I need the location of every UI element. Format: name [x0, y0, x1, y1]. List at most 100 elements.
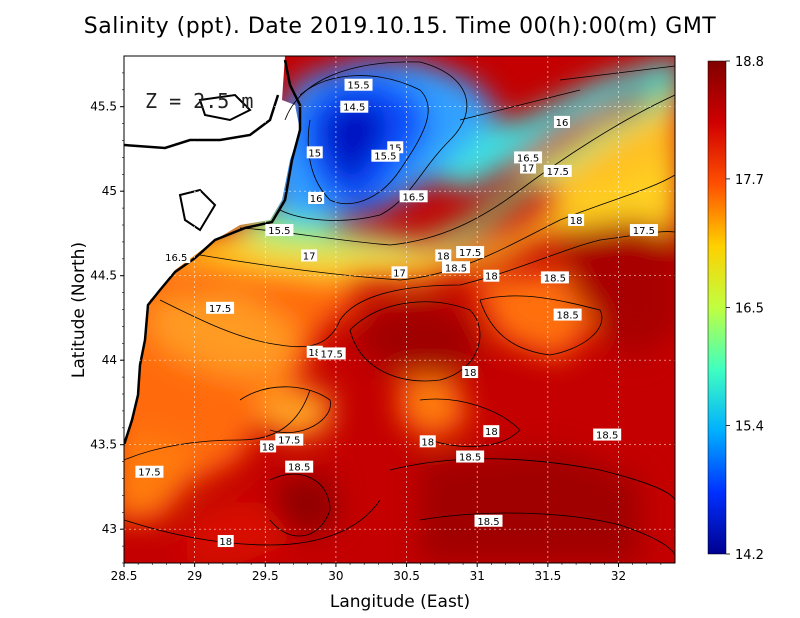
y-tick-label: 43 [102, 522, 117, 536]
field-blob [420, 450, 640, 563]
contour-line [124, 389, 311, 461]
field-blob [470, 270, 600, 360]
contour-label: 18 [308, 348, 321, 359]
contour-label-box [483, 269, 500, 282]
colorbar-tick-label: 14.2 [735, 548, 764, 563]
contour-label: 18.5 [556, 311, 578, 322]
contour-line [159, 231, 675, 348]
y-tick-label: 44 [102, 353, 117, 367]
y-tick-label: 43.5 [90, 438, 117, 452]
contour-label-box [456, 450, 485, 463]
contour-label: 18.5 [288, 463, 310, 474]
contour-label-box [514, 151, 543, 164]
contour-label: 17.5 [547, 167, 569, 178]
contour-label-box [317, 347, 346, 360]
contour-label: 18 [219, 537, 232, 548]
field-blob [430, 57, 675, 190]
border-line [124, 94, 280, 150]
land-area [124, 56, 300, 440]
field-blob [180, 500, 300, 563]
y-tick-label: 45 [102, 184, 117, 198]
x-tick-label: 29.5 [252, 569, 279, 583]
contour-label-box [553, 308, 582, 321]
contour-label: 16 [310, 194, 323, 205]
contour-label: 15.5 [374, 152, 396, 163]
contour-label: 18 [421, 437, 434, 448]
contour-label: 18 [485, 427, 498, 438]
contour-label-box [135, 465, 164, 478]
contour-label: 16.5 [165, 253, 187, 264]
contour-label: 18.5 [445, 263, 467, 274]
contour-label-box [340, 100, 369, 113]
y-axis: 43 43.5 44 44.5 45 45.5 [90, 72, 124, 564]
contour-label-box [456, 246, 485, 259]
contour-label: 17.5 [459, 248, 481, 259]
y-tick-label: 44.5 [90, 269, 117, 283]
contour-label: 17 [303, 251, 316, 262]
contour-label: 18.5 [459, 453, 481, 464]
contour-label: 17.5 [209, 304, 231, 315]
contour-label-box [442, 261, 471, 274]
lake-outline [198, 93, 252, 122]
field-blob [260, 390, 330, 440]
contour-label: 16.5 [517, 153, 539, 164]
colorbar [707, 60, 727, 555]
contour-label-box [275, 433, 304, 446]
x-tick-label: 32 [611, 569, 626, 583]
contour-label: 17 [393, 268, 406, 279]
contour-label-box [553, 115, 570, 128]
field-blob [150, 290, 300, 380]
x-tick-label: 30.5 [393, 569, 420, 583]
contour-line [269, 473, 331, 537]
contour-label: 18.5 [544, 273, 566, 284]
contour-label: 17.5 [138, 468, 160, 479]
contour-line [419, 512, 675, 556]
contour-label-box [629, 224, 658, 237]
y-axis-title: Latitude (North) [69, 242, 89, 378]
contour-label-box [371, 149, 400, 162]
contour-label: 15 [308, 148, 321, 159]
contour-label-box [540, 271, 569, 284]
contour-label: 14.5 [343, 103, 365, 114]
contour-label-box [593, 428, 622, 441]
contour-label-box [301, 249, 318, 262]
contour-line [279, 61, 468, 221]
contour-label-box [217, 535, 234, 548]
colorbar-tick-label: 18.8 [735, 55, 764, 70]
x-tick-label: 31 [470, 569, 485, 583]
x-tick-label: 30 [328, 569, 343, 583]
contour-label: 16.5 [402, 192, 424, 203]
contour-lines [124, 61, 675, 556]
colorbar-labels: 18.8 17.7 16.5 15.4 14.2 [726, 55, 764, 563]
x-tick-label: 28.5 [111, 569, 138, 583]
contour-label-box [260, 440, 277, 453]
x-tick-label: 31.5 [534, 569, 561, 583]
contour-label: 17.5 [321, 349, 343, 360]
contour-label: 18.5 [596, 431, 618, 442]
colorbar-tick-label: 15.4 [735, 419, 764, 434]
depth-annotation: Z = 2.5 m [145, 89, 253, 113]
contour-label-box [520, 161, 537, 174]
contour-label-box [419, 435, 436, 448]
contour-line [124, 499, 381, 546]
contour-label-box [206, 301, 235, 314]
contour-line [459, 89, 581, 121]
field-blob [560, 220, 675, 360]
contour-label-box [543, 164, 572, 177]
x-axis: 28.5 29 29.5 30 30.5 31 31.5 32 [111, 563, 662, 583]
chart-title: Salinity (ppt). Date 2019.10.15. Time 00… [83, 14, 717, 39]
contour-label-box [162, 251, 191, 264]
x-tick-label: 29 [187, 569, 202, 583]
contour-label-box [285, 460, 314, 473]
lake-outline [178, 188, 217, 232]
contour-label-box [568, 213, 585, 226]
contour-label: 17 [522, 164, 535, 175]
colorbar-tick-label: 16.5 [735, 302, 764, 317]
contour-line [389, 458, 675, 501]
contour-line [419, 398, 521, 447]
contour-line [239, 94, 675, 246]
contour-label: 16 [556, 118, 569, 129]
